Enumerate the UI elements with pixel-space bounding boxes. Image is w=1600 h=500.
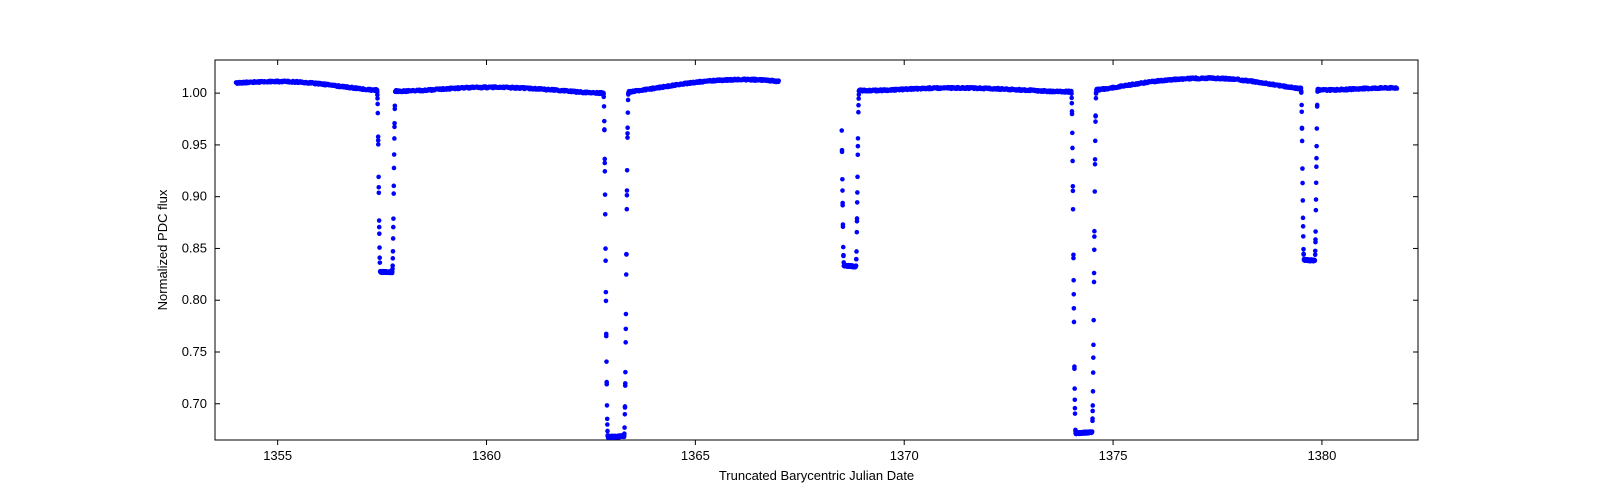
y-tick-label: 0.85 [182, 240, 207, 255]
plot-frame [215, 60, 1418, 440]
x-tick-label: 1375 [1099, 448, 1128, 463]
y-tick-label: 1.00 [182, 85, 207, 100]
x-tick-label: 1370 [890, 448, 919, 463]
y-tick-label: 0.90 [182, 189, 207, 204]
x-tick-label: 1365 [681, 448, 710, 463]
y-tick-label: 0.95 [182, 137, 207, 152]
scatter-points [234, 75, 1400, 440]
y-tick-label: 0.70 [182, 396, 207, 411]
y-axis-label: Normalized PDC flux [155, 189, 170, 310]
lightcurve-chart: 1355 1360 1365 1370 1375 1380 0.70 0.75 0.80 0.85… [0, 0, 1600, 500]
x-tick-label: 1355 [263, 448, 292, 463]
x-axis-label: Truncated Barycentric Julian Date [719, 468, 914, 483]
y-tick-label: 0.75 [182, 344, 207, 359]
x-tick-label: 1360 [472, 448, 501, 463]
y-tick-label: 0.80 [182, 292, 207, 307]
x-tick-label: 1380 [1307, 448, 1336, 463]
